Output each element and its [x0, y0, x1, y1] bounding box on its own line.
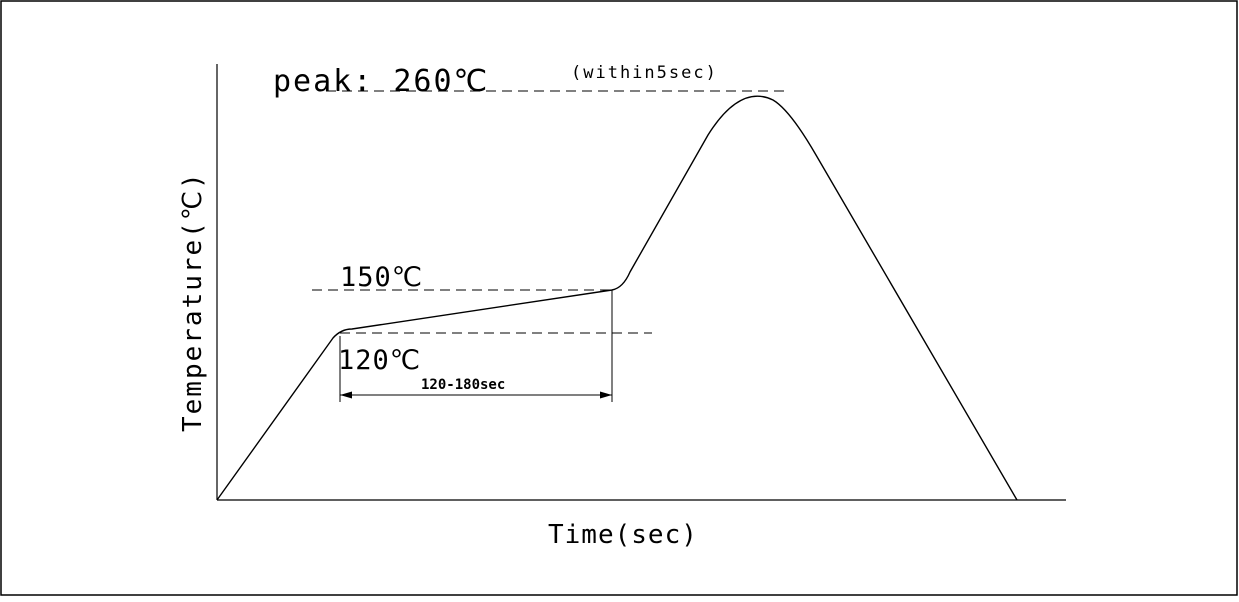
x-axis-label: Time(sec) [548, 520, 698, 550]
peak-label: peak: 260℃ [273, 64, 489, 99]
label-120: 120℃ [338, 345, 421, 376]
peak-duration-note: (within5sec) [571, 63, 718, 83]
duration-label: 120-180sec [421, 377, 505, 393]
y-axis-label: Temperature(℃) [178, 171, 208, 432]
temperature-profile-curve [216, 95, 1018, 501]
duration-arrow-right [600, 391, 612, 399]
duration-arrow-left [340, 391, 352, 399]
label-150: 150℃ [340, 262, 423, 293]
